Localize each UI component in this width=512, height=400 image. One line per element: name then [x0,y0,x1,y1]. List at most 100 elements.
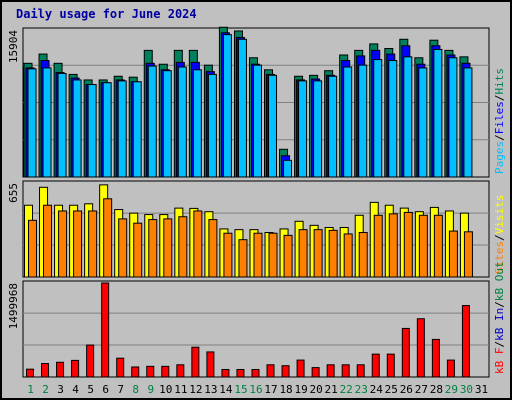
bar-pages-day-1 [27,68,37,178]
bar-kb-f-day-13 [206,351,215,378]
x-tick-label-27: 27 [415,383,428,396]
legend-entry-visits: Visits [493,195,506,235]
bar-kb-f-day-21 [326,364,335,378]
bar-sites-day-17 [268,232,278,278]
bar-kb-f-day-2 [41,363,50,378]
legend-entry-kb-in: kB In [493,308,506,341]
bar-sites-day-25 [388,213,398,278]
bar-sites-day-5 [88,210,98,278]
bar-kb-f-day-1 [26,368,34,378]
bar-sites-day-28 [433,214,443,278]
bar-pages-day-13 [207,73,217,178]
bar-pages-day-4 [72,79,82,178]
x-tick-label-5: 5 [87,383,94,396]
legend-entry-files: Files [493,101,506,134]
bar-sites-day-3 [58,210,68,278]
x-tick-label-6: 6 [102,383,109,396]
bar-sites-day-21 [328,229,338,278]
bar-pages-day-29 [448,57,458,178]
legend-entry-separator: / [493,341,506,348]
legend-hits-files-pages: Pages/Files/Hits [493,68,506,174]
kb-panel-area [22,280,490,378]
bar-pages-day-5 [87,84,97,178]
x-tick-label-26: 26 [400,383,413,396]
bar-pages-day-2 [42,67,52,178]
bar-sites-day-20 [313,229,323,278]
legend-visits-sites: Sites/Visits [493,195,506,275]
x-tick-label-11: 11 [174,383,187,396]
legend-entry-separator: / [493,134,506,141]
bar-sites-day-8 [133,222,143,278]
bar-kb-f-day-5 [86,344,95,378]
bar-pages-day-23 [358,64,368,178]
x-tick-label-30: 30 [460,383,473,396]
bar-sites-day-22 [343,233,353,278]
x-tick-label-2: 2 [42,383,49,396]
bar-kb-f-day-20 [311,367,320,378]
x-tick-label-4: 4 [72,383,79,396]
bar-kb-f-day-25 [386,353,395,378]
bar-sites-day-16 [253,232,263,278]
x-tick-label-15: 15 [234,383,247,396]
x-tick-label-21: 21 [325,383,338,396]
bar-sites-day-15 [238,239,248,278]
bar-sites-day-11 [178,216,188,278]
legend-entry-sites: Sites [493,241,506,274]
bar-pages-day-3 [57,72,67,178]
bar-sites-day-12 [193,210,203,278]
chart-title: Daily usage for June 2024 [16,7,197,21]
bar-pages-day-6 [102,82,112,178]
bar-pages-day-17 [268,74,278,178]
x-tick-label-9: 9 [147,383,154,396]
bar-pages-day-20 [313,80,323,178]
bar-sites-day-9 [148,219,158,278]
x-tick-label-29: 29 [445,383,458,396]
bar-kb-f-day-4 [71,359,80,378]
bar-kb-f-day-15 [236,368,245,378]
bar-sites-day-2 [43,204,53,278]
x-tick-label-31: 31 [475,383,488,396]
x-tick-label-13: 13 [204,383,217,396]
bar-kb-f-day-17 [266,364,275,378]
x-tick-label-16: 16 [249,383,262,396]
bar-pages-day-8 [132,81,142,178]
bar-pages-day-19 [298,80,308,178]
bar-sites-day-30 [463,231,473,278]
bar-kb-f-day-29 [446,359,455,378]
bar-pages-day-18 [283,159,293,178]
bar-sites-day-24 [373,214,383,278]
bar-kb-f-day-6 [101,282,110,378]
bar-kb-f-day-14 [221,368,230,378]
legend-entry-kb-out: kB Out [493,261,506,301]
x-tick-label-10: 10 [159,383,172,396]
x-tick-label-23: 23 [355,383,368,396]
bar-sites-day-27 [418,214,428,278]
bar-pages-day-12 [192,69,202,178]
bar-pages-day-14 [222,34,232,178]
bar-sites-day-10 [163,218,173,278]
bar-kb-f-day-9 [146,365,155,378]
bar-pages-day-25 [388,60,398,178]
bar-pages-day-15 [237,38,247,178]
x-tick-label-18: 18 [279,383,292,396]
bar-pages-day-9 [147,65,157,178]
bar-kb-f-day-8 [131,366,140,378]
bar-pages-day-28 [433,48,443,178]
bar-pages-day-30 [463,67,473,178]
x-tick-label-25: 25 [385,383,398,396]
y-max-label-kb: 1499968 [7,283,20,329]
bar-kb-f-day-12 [191,346,200,378]
bar-pages-day-21 [328,75,338,178]
legend-entry-hits: Hits [493,68,506,95]
bar-sites-day-19 [298,229,308,278]
bar-kb-f-day-24 [371,353,380,378]
bar-kb-f-day-23 [356,364,365,378]
bar-kb-f-day-30 [461,305,470,378]
bar-pages-day-10 [162,70,172,178]
x-tick-label-8: 8 [132,383,139,396]
legend-entry-separator: / [493,95,506,102]
x-tick-label-3: 3 [57,383,64,396]
bar-sites-day-6 [103,198,113,278]
bar-sites-day-4 [73,210,83,278]
bar-pages-day-27 [418,67,428,178]
